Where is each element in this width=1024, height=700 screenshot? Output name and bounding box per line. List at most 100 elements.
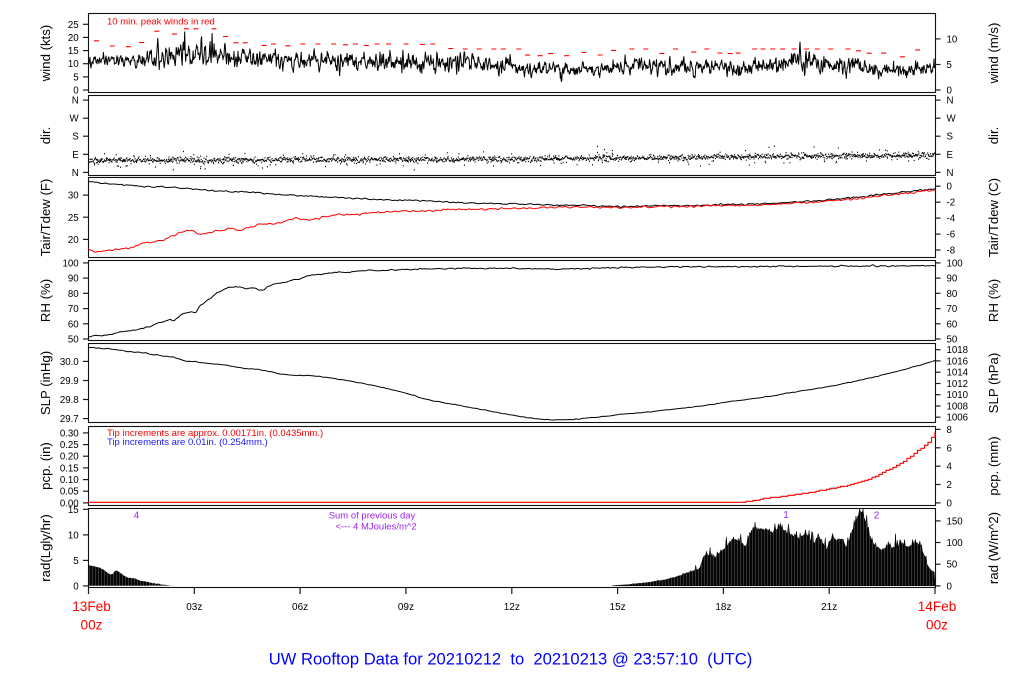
svg-text:-8: -8 [947,246,956,257]
svg-text:0.10: 0.10 [60,475,79,486]
svg-text:Tip increments are 0.01in. (0.: Tip increments are 0.01in. (0.254mm.) [107,437,268,448]
svg-text:21z: 21z [821,602,837,613]
svg-text:N: N [947,168,954,179]
svg-text:6: 6 [947,443,952,454]
svg-text:30.0: 30.0 [60,357,79,368]
svg-text:18z: 18z [715,602,731,613]
svg-text:70: 70 [947,304,958,315]
svg-text:1018: 1018 [947,345,969,356]
svg-text:29.7: 29.7 [60,414,79,425]
svg-text:4: 4 [947,462,953,473]
svg-text:2: 2 [947,480,952,491]
svg-text:09z: 09z [398,602,414,613]
svg-text:N: N [72,96,79,107]
svg-text:10: 10 [947,34,958,45]
svg-text:60: 60 [68,319,79,330]
svg-text:dir.: dir. [986,127,1001,145]
svg-text:-4: -4 [947,214,956,225]
svg-text:0: 0 [73,581,79,592]
svg-text:13Feb: 13Feb [72,599,111,614]
svg-text:RH (%): RH (%) [986,279,1001,322]
svg-text:1006: 1006 [947,413,969,424]
svg-text:20: 20 [68,235,79,246]
svg-text:wind (kts): wind (kts) [38,25,53,82]
svg-text:0: 0 [947,182,953,193]
svg-text:60: 60 [947,319,958,330]
svg-text:29.8: 29.8 [60,395,79,406]
svg-text:03z: 03z [186,602,202,613]
svg-text:rad(Lgly/hr): rad(Lgly/hr) [38,514,53,581]
svg-text:15: 15 [68,505,79,516]
svg-text:80: 80 [947,289,958,300]
svg-text:5: 5 [73,556,78,567]
svg-text:4: 4 [134,511,140,522]
svg-text:S: S [947,132,954,143]
svg-text:Tair/Tdew (C): Tair/Tdew (C) [986,178,1001,257]
svg-text:E: E [72,150,79,161]
svg-text:0: 0 [947,581,953,592]
svg-text:00z: 00z [81,618,103,633]
svg-text:Sum of previous day: Sum of previous day [329,511,416,522]
svg-text:1014: 1014 [947,368,969,379]
svg-text:80: 80 [68,289,79,300]
svg-text:70: 70 [68,304,79,315]
svg-text:UW Rooftop Data for 20210212: UW Rooftop Data for 20210212 to 20210213… [269,650,753,669]
svg-text:W: W [70,114,80,125]
svg-text:0.25: 0.25 [60,440,79,451]
svg-text:dir.: dir. [38,127,53,145]
svg-text:15: 15 [68,46,79,57]
svg-text:10: 10 [68,59,79,70]
svg-text:pcp. (in): pcp. (in) [38,442,53,490]
svg-text:1016: 1016 [947,356,969,367]
svg-text:1008: 1008 [947,402,969,413]
svg-text:5: 5 [73,72,78,83]
svg-text:0: 0 [73,86,79,97]
svg-text:0.00: 0.00 [60,498,79,509]
svg-text:90: 90 [947,274,958,285]
svg-text:50: 50 [947,560,958,571]
svg-text:90: 90 [68,274,79,285]
svg-text:0.30: 0.30 [60,428,79,439]
svg-text:Tip increments are approx. 0.0: Tip increments are approx. 0.00171in. (0… [107,428,323,439]
svg-text:25: 25 [68,20,79,31]
svg-text:10: 10 [68,530,79,541]
svg-text:Tair/Tdew (F): Tair/Tdew (F) [38,179,53,257]
svg-text:0.15: 0.15 [60,463,79,474]
svg-text:1: 1 [783,510,789,521]
svg-text:50: 50 [947,335,958,346]
svg-text:0: 0 [947,86,953,97]
svg-text:RH (%): RH (%) [38,279,53,322]
svg-text:100: 100 [63,258,80,269]
svg-text:8: 8 [947,425,952,436]
svg-text:2: 2 [874,511,880,522]
svg-text:20: 20 [68,33,79,44]
svg-text:E: E [947,150,954,161]
svg-text:N: N [72,168,79,179]
svg-text:30: 30 [68,191,79,202]
svg-text:N: N [947,96,954,107]
svg-text:10 min. peak winds in red: 10 min. peak winds in red [107,17,215,28]
svg-text:wind (m/s): wind (m/s) [986,23,1001,85]
svg-text:W: W [947,114,957,125]
svg-text:100: 100 [947,258,964,269]
svg-text:15z: 15z [610,602,626,613]
svg-text:0.05: 0.05 [60,487,79,498]
svg-text:pcp. (mm): pcp. (mm) [986,436,1001,495]
svg-text:-2: -2 [947,198,956,209]
svg-text:150: 150 [947,516,964,527]
svg-text:SLP (hPa): SLP (hPa) [986,353,1001,414]
svg-text:00z: 00z [926,618,948,633]
svg-text:14Feb: 14Feb [918,599,957,614]
svg-text:0: 0 [947,498,953,509]
svg-text:29.9: 29.9 [60,376,79,387]
svg-text:<--- 4 MJoules/m^2: <--- 4 MJoules/m^2 [335,522,416,533]
svg-text:rad (W/m^2): rad (W/m^2) [986,512,1001,584]
svg-text:06z: 06z [292,602,308,613]
svg-text:100: 100 [947,538,964,549]
svg-text:1012: 1012 [947,379,969,390]
svg-text:5: 5 [947,60,952,71]
svg-text:25: 25 [68,213,79,224]
svg-text:-6: -6 [947,230,956,241]
svg-text:1010: 1010 [947,390,969,401]
svg-text:S: S [72,132,79,143]
